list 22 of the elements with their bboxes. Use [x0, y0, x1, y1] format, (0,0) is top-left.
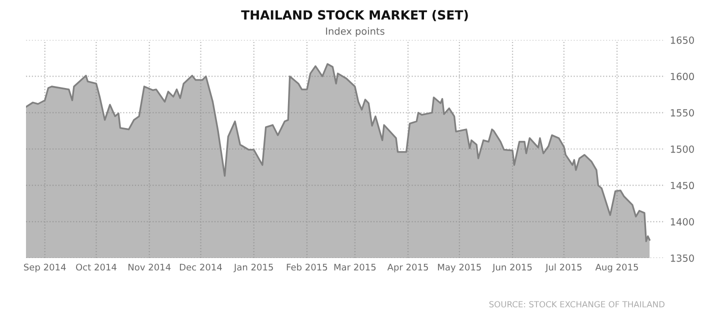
- source-note: SOURCE: STOCK EXCHANGE OF THAILAND: [489, 301, 665, 308]
- x-tick-label: Oct 2014: [76, 264, 116, 271]
- x-tick-label: Aug 2015: [595, 264, 638, 272]
- y-tick-label: 1400: [670, 218, 694, 226]
- x-tick-label: Dec 2014: [180, 264, 222, 271]
- y-tick-label: 1550: [670, 109, 694, 116]
- y-tick-label: 1500: [670, 145, 694, 153]
- x-tick-label: Jul 2015: [545, 264, 582, 272]
- chart-title: THAILAND STOCK MARKET (SET): [241, 10, 468, 22]
- x-tick-label: May 2015: [438, 264, 481, 272]
- y-tick-label: 1350: [670, 254, 694, 262]
- x-tick-label: Sep 2014: [24, 264, 66, 272]
- y-tick-label: 1650: [670, 36, 694, 44]
- x-tick-label: Jun 2015: [492, 264, 532, 272]
- x-tick-label: Jan 2015: [234, 264, 273, 272]
- x-tick-label: Nov 2014: [128, 264, 171, 271]
- y-tick-label: 1450: [670, 182, 694, 190]
- x-tick-label: Feb 2015: [286, 264, 328, 271]
- y-tick-label: 1600: [670, 72, 694, 80]
- x-tick-label: Apr 2015: [387, 264, 428, 272]
- chart-subtitle: Index points: [326, 27, 384, 37]
- x-tick-label: Mar 2015: [334, 264, 376, 271]
